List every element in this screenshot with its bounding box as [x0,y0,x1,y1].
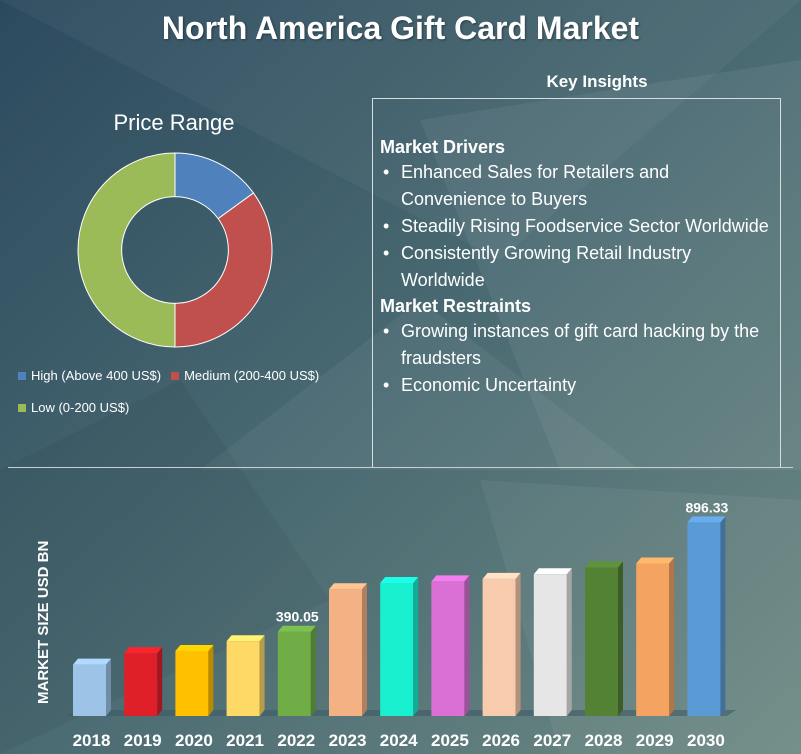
x-tick-label-2021: 2021 [226,731,264,750]
legend-item-low: Low (0-200 US$) [18,400,129,415]
key-insights-heading: Key Insights [546,72,648,91]
bar-2023 [329,583,367,716]
x-tick-label-2023: 2023 [329,731,367,750]
x-tick-label-2022: 2022 [277,731,315,750]
section-divider [8,467,793,468]
x-tick-label-2018: 2018 [73,731,111,750]
driver-item: Steadily Rising Foodservice Sector World… [380,213,775,240]
donut-slice-2 [77,152,176,348]
market-size-bar-chart: 2018 2019 2020 2021 2022 2023 2024 2025 2026 2027… [67,499,737,750]
legend-swatch-high [18,371,26,380]
legend-item-medium: Medium (200-400 US$) [171,368,319,383]
data-label-2030: 896.33 [685,499,728,515]
bar-2021 [226,635,265,716]
donut-legend-row-1: High (Above 400 US$) Medium (200-400 US$… [18,368,329,383]
bar-2027 [533,568,572,716]
x-tick-label-2019: 2019 [124,731,162,750]
bar-2019 [124,647,163,716]
market-drivers-list: Enhanced Sales for Retailers and Conveni… [380,159,775,294]
bar-2018 [73,658,111,716]
x-tick-label-2030: 2030 [687,731,725,750]
market-drivers-heading: Market Drivers [380,137,506,157]
legend-label-low: Low (0-200 US$) [31,400,130,415]
x-tick-label-2028: 2028 [585,731,623,750]
bar-2026 [482,572,521,716]
y-axis-label: MARKET SIZE USD BN [35,540,52,704]
bar-2024 [380,576,419,716]
legend-item-high: High (Above 400 US$) [18,368,161,383]
x-tick-label-2026: 2026 [482,731,520,750]
bar-2022 [277,625,316,716]
legend-label-medium: Medium (200-400 US$) [184,368,320,383]
legend-swatch-low [18,403,26,412]
x-tick-label-2020: 2020 [175,731,213,750]
bar-2030 [687,516,726,716]
x-tick-label-2024: 2024 [380,731,418,750]
bar-2025 [431,575,470,716]
restraint-item: Economic Uncertainty [380,372,775,399]
legend-label-high: High (Above 400 US$) [31,368,162,383]
x-tick-label-2027: 2027 [533,731,571,750]
driver-item: Consistently Growing Retail Industry Wor… [380,240,775,294]
key-insights-content: Market Drivers Enhanced Sales for Retail… [380,135,775,399]
bar-2028 [585,561,623,716]
data-label-2022: 390.05 [276,609,319,625]
restraint-item: Growing instances of gift card hacking b… [380,318,775,372]
x-tick-label-2029: 2029 [636,731,674,750]
market-restraints-list: Growing instances of gift card hacking b… [380,318,775,399]
legend-swatch-medium [171,371,180,380]
market-restraints-heading: Market Restraints [380,296,532,316]
price-range-title: Price Range [113,110,235,135]
price-range-donut-chart [77,152,273,348]
driver-item: Enhanced Sales for Retailers and Conveni… [380,159,775,213]
donut-slice-1 [174,192,273,348]
bar-2029 [636,557,675,716]
x-tick-label-2025: 2025 [431,731,469,750]
donut-legend-row-2: Low (0-200 US$) [18,400,139,415]
bar-2020 [175,644,214,716]
page-title: North America Gift Card Market [161,10,640,46]
